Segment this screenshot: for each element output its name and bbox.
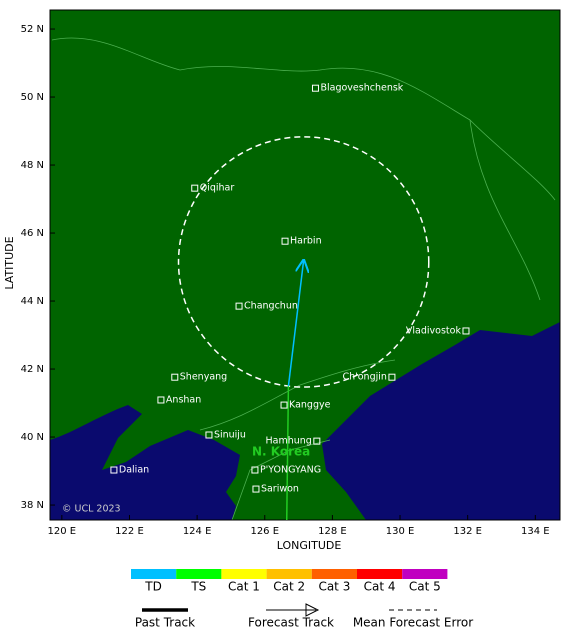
y-tick-label: 50 N: [21, 92, 44, 103]
city-label: Anshan: [166, 394, 201, 405]
category-swatch: [311, 569, 357, 579]
city-marker: [110, 466, 118, 474]
x-tick-label: 122 E: [115, 526, 144, 537]
x-tick-label: 124 E: [183, 526, 212, 537]
legend-item-label: Mean Forecast Error: [353, 616, 473, 630]
category-label: TD: [144, 580, 162, 594]
y-tick-label: 48 N: [21, 160, 44, 171]
city-marker: [462, 327, 470, 335]
category-label: Cat 2: [273, 580, 305, 594]
copyright: © UCL 2023: [62, 504, 121, 515]
city-label: Qiqihar: [200, 183, 235, 194]
city-label: Vladivostok: [406, 325, 462, 336]
city-label: Kanggye: [289, 400, 331, 411]
track-segment: [287, 260, 303, 387]
category-label: Cat 4: [364, 580, 396, 594]
city-marker: [280, 401, 288, 409]
category-swatch: [131, 569, 177, 579]
category-label: Cat 5: [409, 580, 441, 594]
map-area: [50, 10, 560, 520]
x-tick-label: 120 E: [48, 526, 77, 537]
city-marker: [388, 373, 396, 381]
city-marker: [281, 237, 289, 245]
category-swatch: [357, 569, 403, 579]
city-marker: [191, 184, 199, 192]
yellow-sea: [50, 405, 240, 520]
y-tick-label: 40 N: [21, 432, 44, 443]
city-marker: [171, 373, 179, 381]
x-tick-label: 128 E: [318, 526, 347, 537]
city-label: Blagoveshchensk: [320, 83, 403, 94]
city-label: Hamhung: [266, 436, 312, 447]
forecast-track-sample: [266, 603, 320, 617]
category-swatch: [402, 569, 448, 579]
city-label: Changchun: [244, 301, 298, 312]
x-tick-label: 132 E: [453, 526, 482, 537]
y-tick-label: 52 N: [21, 24, 44, 35]
track-segment: [285, 386, 290, 520]
legend-item-label: Past Track: [135, 616, 195, 630]
mean-forecast-error: [177, 136, 430, 388]
y-tick-label: 38 N: [21, 500, 44, 511]
city-label: Harbin: [290, 236, 322, 247]
y-tick-label: 44 N: [21, 296, 44, 307]
city-marker: [205, 431, 213, 439]
category-swatch: [266, 569, 312, 579]
city-marker: [313, 437, 321, 445]
legend-item-label: Forecast Track: [248, 616, 334, 630]
category-swatch: [176, 569, 222, 579]
city-label: Sinuiju: [214, 430, 246, 441]
y-axis-title: LATITUDE: [3, 236, 16, 289]
city-marker: [251, 466, 259, 474]
map-frame: [49, 9, 561, 521]
borders: [51, 37, 556, 520]
city-label: Shenyang: [180, 372, 227, 383]
region-label: N. Korea: [252, 445, 310, 459]
city-marker: [157, 396, 165, 404]
x-tick-label: 126 E: [250, 526, 279, 537]
city-marker: [311, 84, 319, 92]
city-label: Dalian: [119, 465, 149, 476]
sea-of-japan: [322, 322, 560, 520]
city-label: Ch'ongjin: [342, 372, 386, 383]
city-marker: [235, 302, 243, 310]
city-label: P'YONGYANG: [260, 465, 321, 476]
x-axis-title: LONGITUDE: [277, 539, 342, 552]
x-tick-label: 134 E: [521, 526, 550, 537]
city-marker: [252, 485, 260, 493]
x-tick-label: 130 E: [386, 526, 415, 537]
y-tick-label: 42 N: [21, 364, 44, 375]
category-label: Cat 3: [318, 580, 350, 594]
city-label: Sariwon: [261, 484, 299, 495]
y-tick-label: 46 N: [21, 228, 44, 239]
category-label: TS: [190, 580, 206, 594]
category-swatch: [221, 569, 267, 579]
category-label: Cat 1: [228, 580, 260, 594]
overlay: [177, 136, 430, 520]
